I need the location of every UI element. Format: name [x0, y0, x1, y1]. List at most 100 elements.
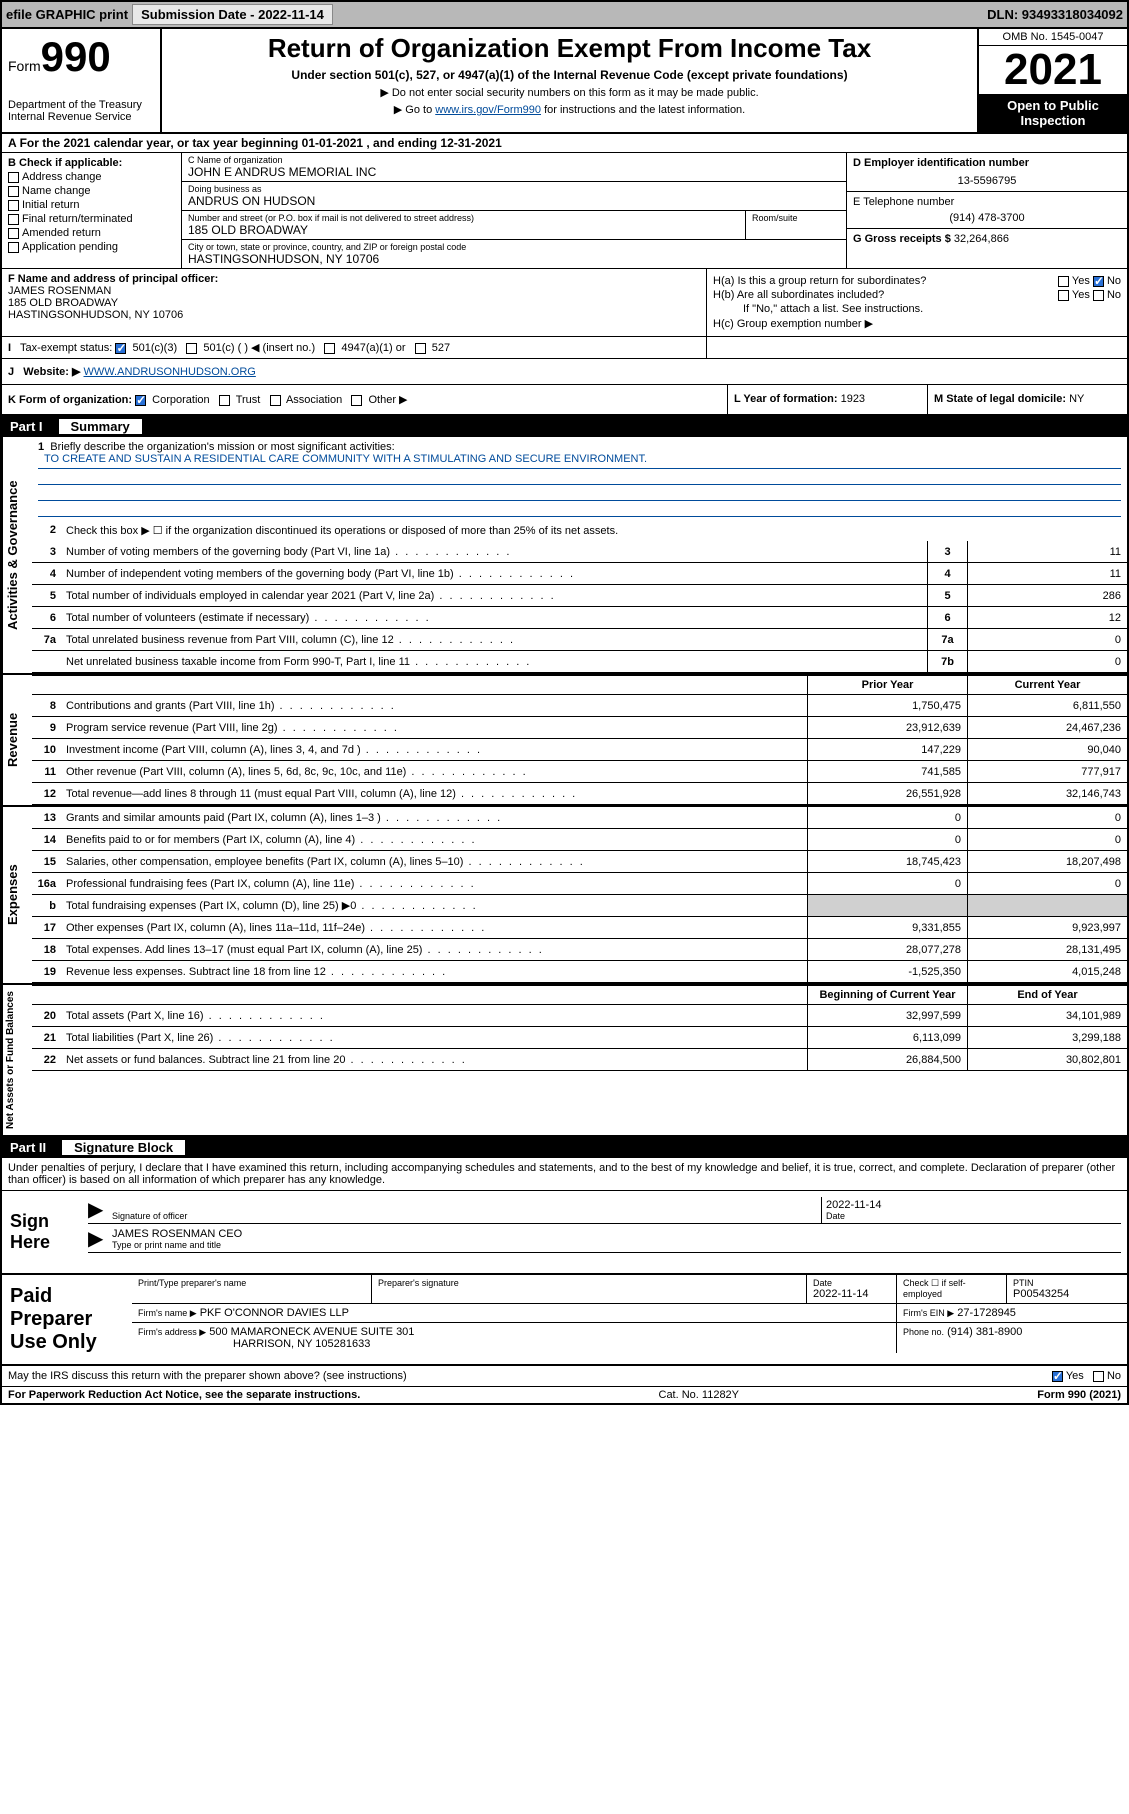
i-501c-chk[interactable] — [186, 343, 197, 354]
summary-line: 20 Total assets (Part X, line 16) 32,997… — [32, 1005, 1127, 1027]
phone-label: E Telephone number — [853, 196, 1121, 208]
i-527-chk[interactable] — [415, 343, 426, 354]
discuss-row: May the IRS discuss this return with the… — [2, 1366, 1127, 1386]
i-4947-chk[interactable] — [324, 343, 335, 354]
firm-name-label: Firm's name ▶ — [138, 1308, 197, 1318]
efile-label: efile GRAPHIC print — [6, 7, 128, 22]
line2-text: Check this box ▶ ☐ if the organization d… — [62, 521, 1127, 540]
ha-no-chk[interactable] — [1093, 276, 1104, 287]
summary-line: 10 Investment income (Part VIII, column … — [32, 739, 1127, 761]
arrow-icon: ▶ — [88, 1226, 108, 1252]
officer-name: JAMES ROSENMAN — [8, 285, 111, 297]
summary-line: 21 Total liabilities (Part X, line 26) 6… — [32, 1027, 1127, 1049]
ptin-label: PTIN — [1013, 1278, 1121, 1288]
discuss-text: May the IRS discuss this return with the… — [8, 1370, 1052, 1382]
omb-number: OMB No. 1545-0047 — [979, 29, 1127, 46]
l-label: L Year of formation: — [734, 393, 838, 405]
part1-body: Activities & Governance 1 Briefly descri… — [2, 437, 1127, 675]
open-public-badge: Open to Public Inspection — [979, 94, 1127, 132]
part1-header: Part I Summary — [2, 416, 1127, 437]
firm-name-value: PKF O'CONNOR DAVIES LLP — [200, 1307, 349, 1319]
firm-phone-value: (914) 381-8900 — [947, 1326, 1022, 1338]
room-label: Room/suite — [752, 213, 840, 223]
irs-link[interactable]: www.irs.gov/Form990 — [435, 104, 541, 116]
summary-line: 16a Professional fundraising fees (Part … — [32, 873, 1127, 895]
form-header: Form990 Department of the Treasury Inter… — [2, 29, 1127, 134]
part2-num: Part II — [10, 1140, 66, 1155]
submission-date-button[interactable]: Submission Date - 2022-11-14 — [132, 4, 333, 25]
chk-initial-return[interactable]: Initial return — [8, 199, 175, 211]
discuss-no-chk[interactable] — [1093, 1371, 1104, 1382]
header-left: Form990 Department of the Treasury Inter… — [2, 29, 162, 132]
phone-value: (914) 478-3700 — [853, 212, 1121, 224]
form-990: Form990 Department of the Treasury Inter… — [0, 29, 1129, 1405]
i-501c3-chk[interactable] — [115, 343, 126, 354]
firm-addr1-value: 500 MAMARONECK AVENUE SUITE 301 — [209, 1326, 414, 1338]
chk-address-change[interactable]: Address change — [8, 171, 175, 183]
mission-text: TO CREATE AND SUSTAIN A RESIDENTIAL CARE… — [38, 453, 1121, 469]
sign-here-label: Sign Here — [2, 1191, 82, 1273]
sidebar-netassets: Net Assets or Fund Balances — [2, 985, 32, 1135]
ein-label: D Employer identification number — [853, 157, 1121, 169]
officer-street: 185 OLD BROADWAY — [8, 297, 118, 309]
arrow-icon: ▶ — [88, 1197, 108, 1223]
website-link[interactable]: WWW.ANDRUSONHUDSON.ORG — [84, 366, 256, 378]
summary-line: 7a Total unrelated business revenue from… — [32, 629, 1127, 651]
l-value: 1923 — [841, 393, 865, 405]
summary-line: 3 Number of voting members of the govern… — [32, 541, 1127, 563]
street-value: 185 OLD BROADWAY — [188, 223, 739, 237]
section-bcd: B Check if applicable: Address change Na… — [2, 153, 1127, 269]
hb-no-chk[interactable] — [1093, 290, 1104, 301]
part1-num: Part I — [10, 419, 63, 434]
column-b-checkboxes: B Check if applicable: Address change Na… — [2, 153, 182, 268]
summary-line: b Total fundraising expenses (Part IX, c… — [32, 895, 1127, 917]
section-h: H(a) Is this a group return for subordin… — [707, 269, 1127, 336]
chk-name-change[interactable]: Name change — [8, 185, 175, 197]
ha-yes-chk[interactable] — [1058, 276, 1069, 287]
summary-line: 13 Grants and similar amounts paid (Part… — [32, 807, 1127, 829]
summary-line: 4 Number of independent voting members o… — [32, 563, 1127, 585]
chk-final-return[interactable]: Final return/terminated — [8, 213, 175, 225]
begin-year-header: Beginning of Current Year — [807, 986, 967, 1004]
officer-city: HASTINGSONHUDSON, NY 10706 — [8, 309, 183, 321]
sig-date-value: 2022-11-14 — [826, 1199, 1117, 1211]
summary-line: 14 Benefits paid to or for members (Part… — [32, 829, 1127, 851]
cat-number: Cat. No. 11282Y — [360, 1389, 1037, 1401]
current-year-header: Current Year — [967, 676, 1127, 694]
hb-text: H(b) Are all subordinates included? — [713, 289, 884, 301]
officer-name-label: Type or print name and title — [112, 1240, 1117, 1250]
dba-value: ANDRUS ON HUDSON — [188, 194, 840, 208]
k-other-chk[interactable] — [351, 395, 362, 406]
mission-blank3 — [38, 501, 1121, 517]
paid-preparer-block: Paid Preparer Use Only Print/Type prepar… — [2, 1275, 1127, 1366]
firm-addr-label: Firm's address ▶ — [138, 1327, 206, 1337]
department-label: Department of the Treasury Internal Reve… — [8, 99, 154, 123]
summary-line: 22 Net assets or fund balances. Subtract… — [32, 1049, 1127, 1071]
k-trust-chk[interactable] — [219, 395, 230, 406]
chk-amended[interactable]: Amended return — [8, 227, 175, 239]
netassets-section: Net Assets or Fund Balances Beginning of… — [2, 985, 1127, 1137]
summary-line: 9 Program service revenue (Part VIII, li… — [32, 717, 1127, 739]
officer-printed-name: JAMES ROSENMAN CEO — [112, 1228, 1117, 1240]
form-title: Return of Organization Exempt From Incom… — [170, 33, 969, 64]
end-year-header: End of Year — [967, 986, 1127, 1004]
k-assoc-chk[interactable] — [270, 395, 281, 406]
summary-line: 6 Total number of volunteers (estimate i… — [32, 607, 1127, 629]
expenses-section: Expenses 13 Grants and similar amounts p… — [2, 807, 1127, 985]
form-label: Form — [8, 58, 41, 74]
discuss-yes-chk[interactable] — [1052, 1371, 1063, 1382]
hb-note: If "No," attach a list. See instructions… — [713, 303, 1121, 315]
firm-phone-label: Phone no. — [903, 1327, 944, 1337]
hb-yes-chk[interactable] — [1058, 290, 1069, 301]
chk-application-pending[interactable]: Application pending — [8, 241, 175, 253]
hc-line: H(c) Group exemption number ▶ — [713, 317, 1121, 330]
form-number: Form990 — [8, 33, 154, 81]
header-middle: Return of Organization Exempt From Incom… — [162, 29, 977, 132]
k-corp-chk[interactable] — [135, 395, 146, 406]
gross-value: 32,264,866 — [954, 233, 1009, 245]
summary-line: 18 Total expenses. Add lines 13–17 (must… — [32, 939, 1127, 961]
f-label: F Name and address of principal officer: — [8, 273, 218, 285]
form-num: 990 — [41, 33, 111, 80]
row-i: I Tax-exempt status: 501(c)(3) 501(c) ( … — [2, 337, 1127, 359]
ha-text: H(a) Is this a group return for subordin… — [713, 275, 926, 287]
